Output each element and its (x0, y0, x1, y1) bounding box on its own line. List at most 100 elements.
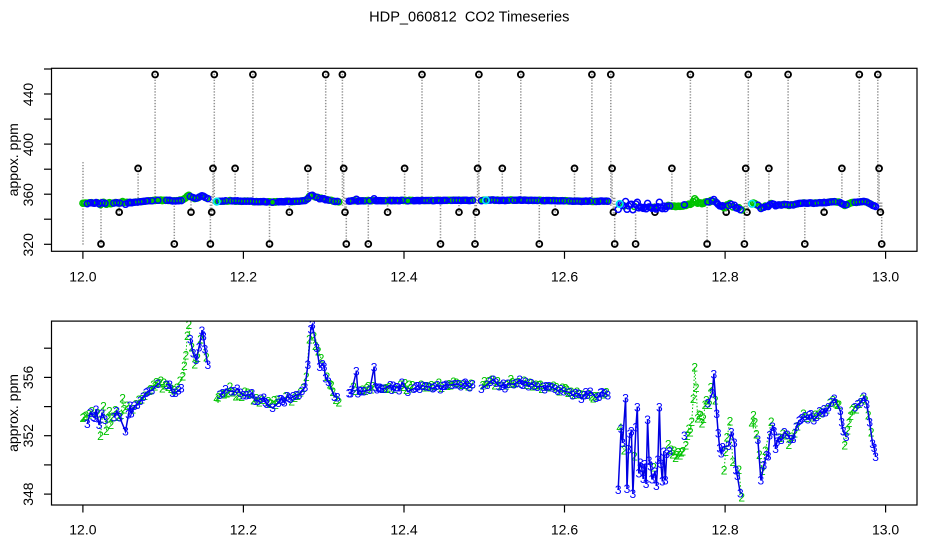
svg-text:2: 2 (294, 389, 301, 403)
svg-text:2: 2 (752, 416, 759, 430)
svg-text:3: 3 (662, 474, 669, 488)
svg-text:3: 3 (813, 410, 820, 424)
svg-text:2: 2 (527, 376, 534, 390)
svg-text:3: 3 (772, 442, 779, 456)
svg-text:400: 400 (20, 133, 36, 157)
svg-text:3: 3 (99, 407, 106, 421)
svg-text:2: 2 (147, 382, 154, 396)
svg-text:2: 2 (288, 394, 295, 408)
svg-text:3: 3 (825, 401, 832, 415)
svg-text:3: 3 (113, 405, 120, 419)
svg-text:2: 2 (230, 386, 237, 400)
svg-text:3: 3 (237, 386, 244, 400)
svg-text:3: 3 (666, 444, 673, 458)
svg-text:2: 2 (691, 360, 698, 374)
svg-text:2: 2 (85, 407, 92, 421)
svg-text:3: 3 (381, 382, 388, 396)
svg-text:3: 3 (775, 431, 782, 445)
svg-text:3: 3 (653, 479, 660, 493)
svg-text:3: 3 (378, 382, 385, 396)
svg-text:12.4: 12.4 (390, 522, 417, 538)
svg-text:3: 3 (808, 407, 815, 421)
svg-text:3: 3 (144, 385, 151, 399)
svg-text:3: 3 (656, 400, 663, 414)
svg-text:2: 2 (274, 393, 281, 407)
svg-text:2: 2 (846, 416, 853, 430)
svg-text:3: 3 (219, 386, 226, 400)
svg-text:2: 2 (238, 390, 245, 404)
svg-text:3: 3 (309, 318, 316, 332)
svg-text:2: 2 (385, 381, 392, 395)
svg-text:3: 3 (624, 482, 631, 496)
svg-text:2: 2 (696, 408, 703, 422)
svg-text:3: 3 (525, 380, 532, 394)
svg-text:3: 3 (125, 408, 132, 422)
svg-text:3: 3 (319, 358, 326, 372)
svg-text:3: 3 (222, 383, 229, 397)
svg-text:3: 3 (240, 388, 247, 402)
svg-text:2: 2 (384, 382, 391, 396)
svg-text:3: 3 (355, 386, 362, 400)
svg-text:3: 3 (205, 358, 212, 372)
svg-text:3: 3 (734, 469, 741, 483)
svg-text:2: 2 (115, 410, 122, 424)
svg-text:3: 3 (719, 440, 726, 454)
svg-text:2: 2 (508, 373, 515, 387)
svg-text:3: 3 (84, 417, 91, 431)
svg-text:12.2: 12.2 (230, 522, 257, 538)
svg-text:3: 3 (583, 386, 590, 400)
svg-text:3: 3 (463, 378, 470, 392)
svg-text:3: 3 (281, 395, 288, 409)
svg-text:3: 3 (262, 396, 269, 410)
svg-text:3: 3 (781, 426, 788, 440)
svg-text:3: 3 (500, 377, 507, 391)
svg-text:3: 3 (797, 413, 804, 427)
svg-text:2: 2 (118, 408, 125, 422)
svg-text:3: 3 (466, 381, 473, 395)
svg-text:2: 2 (121, 402, 128, 416)
svg-text:3: 3 (375, 381, 382, 395)
svg-text:3: 3 (552, 382, 559, 396)
svg-text:3: 3 (534, 380, 541, 394)
svg-text:2: 2 (683, 438, 690, 452)
svg-text:3: 3 (769, 420, 776, 434)
svg-text:2: 2 (259, 393, 266, 407)
svg-text:3: 3 (93, 403, 100, 417)
svg-text:2: 2 (157, 374, 164, 388)
svg-text:2: 2 (291, 391, 298, 405)
svg-text:3: 3 (558, 383, 565, 397)
svg-text:2: 2 (603, 386, 610, 400)
svg-text:3: 3 (440, 379, 447, 393)
svg-text:2: 2 (369, 380, 376, 394)
svg-text:13.0: 13.0 (872, 522, 899, 538)
svg-text:3: 3 (866, 415, 873, 429)
svg-text:2: 2 (435, 376, 442, 390)
svg-text:3: 3 (255, 394, 262, 408)
svg-text:2: 2 (135, 393, 142, 407)
svg-text:3: 3 (805, 412, 812, 426)
svg-text:3: 3 (584, 388, 591, 402)
svg-text:2: 2 (171, 384, 178, 398)
svg-text:2: 2 (312, 339, 319, 353)
svg-text:2: 2 (421, 381, 428, 395)
svg-text:2: 2 (103, 424, 110, 438)
svg-text:2: 2 (544, 380, 551, 394)
svg-text:2: 2 (550, 379, 557, 393)
svg-text:2: 2 (678, 445, 685, 459)
svg-text:2: 2 (565, 386, 572, 400)
svg-text:3: 3 (284, 390, 291, 404)
svg-text:2: 2 (600, 387, 607, 401)
svg-text:2: 2 (324, 370, 331, 384)
svg-text:3: 3 (137, 394, 144, 408)
svg-text:2: 2 (722, 445, 729, 459)
svg-text:approx. ppm: approx. ppm (5, 374, 21, 452)
svg-text:2: 2 (450, 375, 457, 389)
svg-text:2: 2 (753, 427, 760, 441)
svg-text:3: 3 (663, 447, 670, 461)
svg-text:2: 2 (812, 408, 819, 422)
svg-text:2: 2 (352, 384, 359, 398)
svg-text:3: 3 (599, 386, 606, 400)
svg-text:2: 2 (368, 383, 375, 397)
svg-text:3: 3 (733, 464, 740, 478)
svg-text:2: 2 (162, 379, 169, 393)
